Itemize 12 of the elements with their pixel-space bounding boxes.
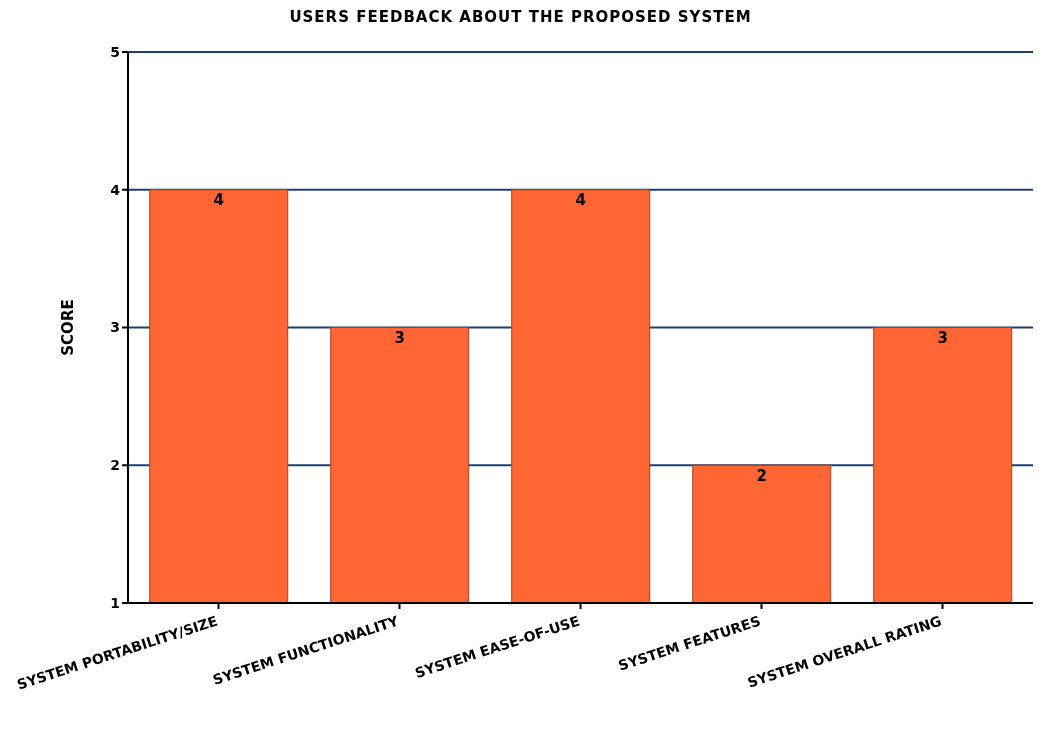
data-label: 3	[394, 329, 405, 348]
y-tick-label: 1	[110, 594, 120, 611]
y-tick-label: 2	[110, 457, 120, 474]
chart-title: USERS FEEDBACK ABOUT THE PROPOSED SYSTEM	[288, 8, 753, 28]
y-tick-label: 4	[110, 181, 121, 198]
data-label: 2	[756, 466, 767, 485]
y-tick-label: 3	[110, 319, 120, 336]
data-label: 3	[937, 329, 948, 348]
data-label: 4	[213, 191, 224, 210]
y-axis-title: SCORE	[59, 299, 78, 356]
data-label: 4	[575, 191, 586, 210]
y-tick-label: 5	[110, 43, 120, 60]
